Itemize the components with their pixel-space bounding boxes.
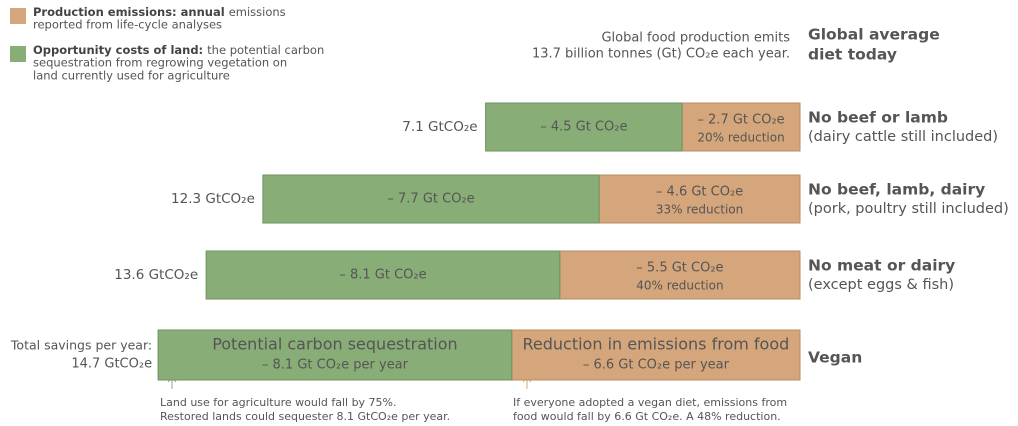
category-label: No meat or dairy bbox=[808, 257, 955, 275]
legend-desc: emissions bbox=[229, 5, 286, 19]
category-label: Vegan bbox=[808, 349, 862, 367]
reduction-label: 20% reduction bbox=[697, 131, 784, 145]
legend-name: Production emissions: annual bbox=[33, 5, 225, 19]
value-label: – 8.1 Gt CO₂e per year bbox=[262, 358, 409, 373]
bar bbox=[262, 174, 600, 224]
category-note: (dairy cattle still included) bbox=[808, 129, 998, 145]
total-label: 12.3 GtCO₂e bbox=[171, 191, 255, 207]
note: food would fall by 6.6 Gt CO₂e. A 48% re… bbox=[513, 410, 781, 423]
bar bbox=[205, 250, 561, 300]
note: Land use for agriculture would fall by 7… bbox=[160, 396, 397, 409]
bar bbox=[598, 174, 801, 224]
category-note: (pork, poultry still included) bbox=[808, 201, 1009, 217]
value-label: – 8.1 Gt CO₂e bbox=[339, 268, 426, 283]
bar bbox=[681, 102, 801, 152]
total-prefix: Total savings per year: bbox=[10, 338, 152, 353]
total-label: 13.6 GtCO₂e bbox=[114, 267, 198, 283]
total-label: 7.1 GtCO₂e bbox=[402, 119, 477, 135]
bar bbox=[511, 329, 801, 381]
legend-swatch bbox=[10, 46, 26, 62]
header-note: 13.7 billion tonnes (Gt) CO₂e each year. bbox=[532, 47, 790, 62]
note: If everyone adopted a vegan diet, emissi… bbox=[513, 396, 787, 409]
legend-desc: land currently used for agriculture bbox=[33, 69, 230, 83]
legend-text: Opportunity costs of land: the potential … bbox=[33, 43, 324, 57]
value-label: – 7.7 Gt CO₂e bbox=[387, 192, 474, 207]
note: Restored lands could sequester 8.1 GtCO₂… bbox=[160, 410, 450, 423]
value-label: – 6.6 Gt CO₂e per year bbox=[583, 358, 730, 373]
reduction-label: 40% reduction bbox=[636, 279, 723, 293]
legend-text: Production emissions: annual emissions bbox=[33, 5, 286, 19]
total-label: 14.7 GtCO₂e bbox=[71, 357, 152, 372]
segment-title: Potential carbon sequestration bbox=[212, 335, 458, 354]
value-label: – 4.5 Gt CO₂e bbox=[540, 120, 627, 135]
legend-name: Opportunity costs of land: bbox=[33, 43, 203, 57]
bar bbox=[157, 329, 513, 381]
category-label: No beef or lamb bbox=[808, 109, 948, 127]
legend-desc: sequestration from regrowing vegetation … bbox=[33, 56, 287, 70]
legend-swatch bbox=[10, 8, 26, 24]
header-category: diet today bbox=[808, 46, 897, 64]
legend-desc: the potential carbon bbox=[207, 43, 324, 57]
header-note: Global food production emits bbox=[601, 31, 790, 46]
segment-title: Reduction in emissions from food bbox=[523, 335, 790, 354]
value-label: – 4.6 Gt CO₂e bbox=[656, 185, 743, 200]
legend-desc: reported from life-cycle analyses bbox=[33, 18, 222, 32]
reduction-label: 33% reduction bbox=[656, 203, 743, 217]
category-note: (except eggs & fish) bbox=[808, 277, 954, 293]
header-category: Global average bbox=[808, 26, 940, 44]
bar bbox=[485, 102, 683, 152]
value-label: – 5.5 Gt CO₂e bbox=[636, 261, 723, 276]
category-label: No beef, lamb, dairy bbox=[808, 181, 985, 199]
value-label: – 2.7 Gt CO₂e bbox=[697, 113, 784, 128]
